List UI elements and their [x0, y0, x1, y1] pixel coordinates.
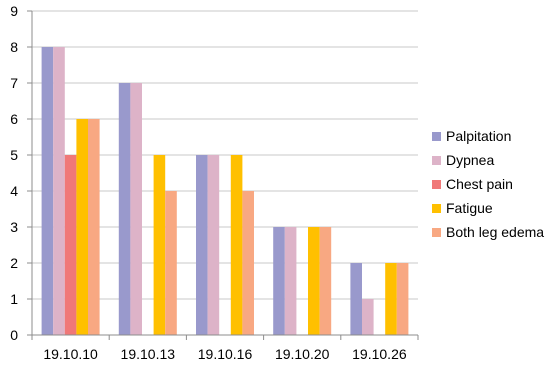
bar-fatigue-19-10-20: [308, 227, 320, 335]
bar-dypnea-19-10-20: [284, 227, 297, 335]
bar-dypnea-19-10-16: [207, 155, 220, 335]
bar-palpitation-19-10-16: [196, 155, 208, 335]
y-tick-label: 3: [10, 219, 18, 235]
y-tick-label: 5: [10, 147, 18, 163]
bar-chest-pain-19-10-10: [64, 155, 77, 335]
x-tick-label: 19.10.16: [198, 346, 253, 362]
legend-label: Palpitation: [446, 128, 511, 144]
bar-palpitation-19-10-20: [273, 227, 285, 335]
legend-swatch: [432, 228, 441, 237]
bar-both-leg-edema-19-10-16: [242, 191, 254, 335]
bar-palpitation-19-10-13: [118, 83, 131, 335]
y-tick-label: 4: [10, 183, 18, 199]
bar-fatigue-19-10-10: [76, 119, 88, 335]
bar-dypnea-19-10-13: [130, 83, 142, 335]
bar-both-leg-edema-19-10-26: [396, 263, 409, 335]
bar-fatigue-19-10-16: [230, 155, 243, 335]
bar-both-leg-edema-19-10-20: [319, 227, 332, 335]
y-tick-label: 7: [10, 75, 18, 91]
legend: Palpitation Dypnea Chest pain Fatigue Both l…: [432, 128, 544, 240]
x-tick-label: 19.10.13: [121, 346, 176, 362]
y-axis-tick-labels: 0 1 2 3 4 5 6 7 8 9: [10, 3, 18, 343]
bars: [41, 47, 409, 335]
legend-swatch: [432, 204, 441, 213]
x-tick-label: 19.10.10: [43, 346, 98, 362]
y-tick-label: 8: [10, 39, 18, 55]
legend-label: Both leg edema: [446, 224, 544, 240]
y-tick-label: 9: [10, 3, 18, 19]
legend-swatch: [432, 180, 441, 189]
bar-dypnea-19-10-10: [53, 47, 65, 335]
bar-palpitation-19-10-10: [41, 47, 54, 335]
bar-both-leg-edema-19-10-10: [88, 119, 100, 335]
legend-label: Dypnea: [446, 152, 494, 168]
bar-palpitation-19-10-26: [350, 263, 362, 335]
legend-label: Fatigue: [446, 200, 493, 216]
bar-dypnea-19-10-26: [362, 299, 374, 335]
y-tick-label: 6: [10, 111, 18, 127]
axes: [27, 10, 419, 340]
x-axis-tick-labels: 19.10.10 19.10.13 19.10.16 19.10.20 19.10.26: [43, 346, 407, 362]
bar-both-leg-edema-19-10-13: [165, 191, 177, 335]
y-tick-label: 1: [10, 291, 18, 307]
legend-label: Chest pain: [446, 176, 513, 192]
y-tick-label: 0: [10, 327, 18, 343]
legend-swatch: [432, 156, 441, 165]
bar-fatigue-19-10-13: [153, 155, 166, 335]
y-tick-label: 2: [10, 255, 18, 271]
x-tick-label: 19.10.20: [275, 346, 330, 362]
x-tick-label: 19.10.26: [352, 346, 407, 362]
bar-fatigue-19-10-26: [385, 263, 397, 335]
legend-swatch: [432, 132, 441, 141]
